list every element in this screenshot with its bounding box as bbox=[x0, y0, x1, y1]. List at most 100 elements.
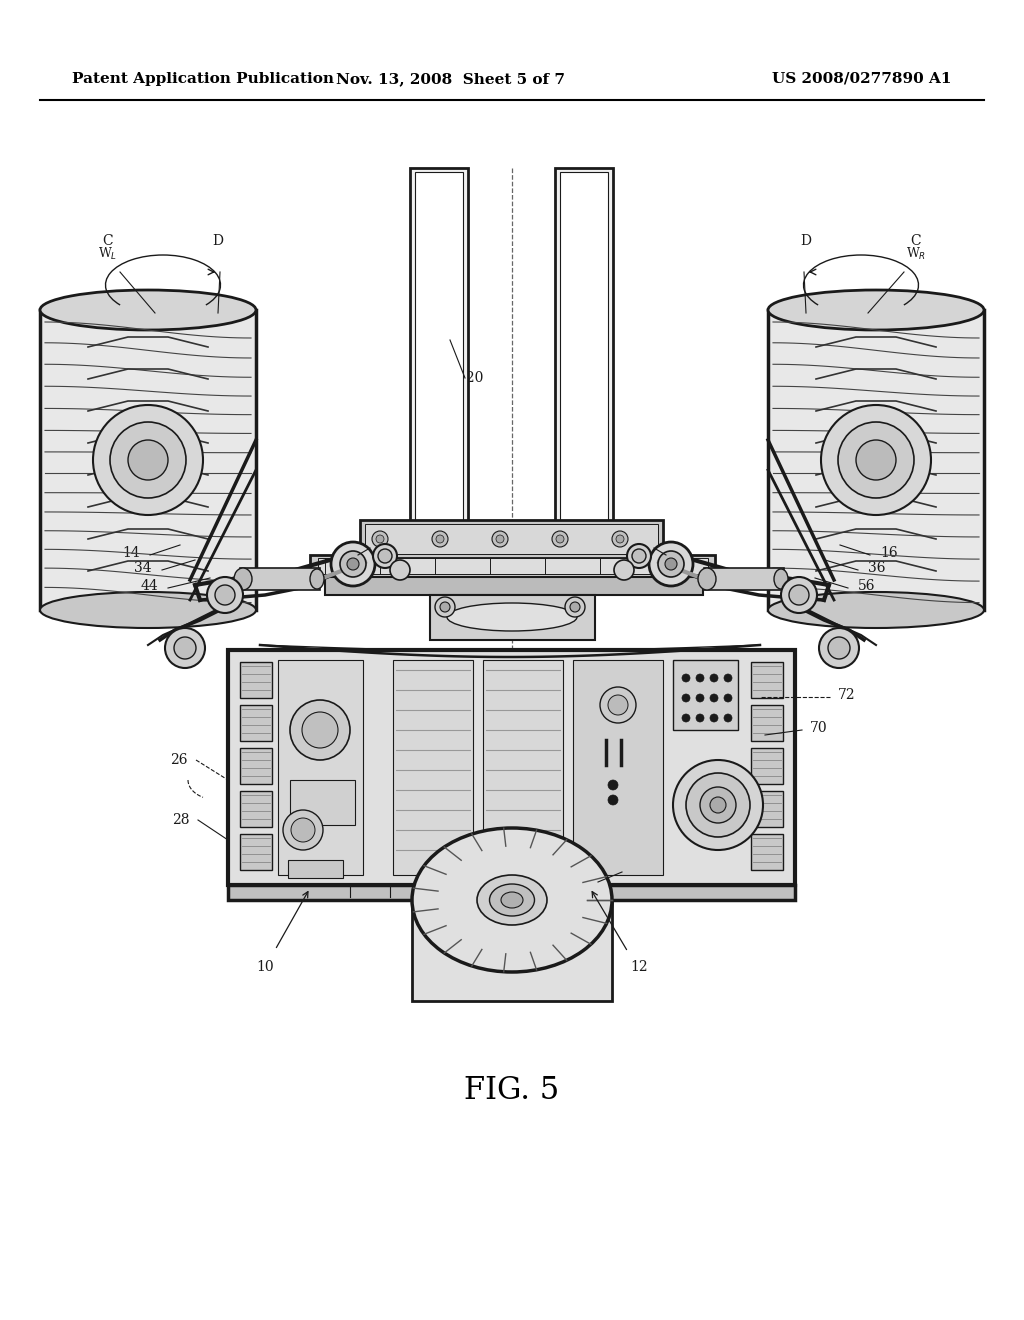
Circle shape bbox=[373, 544, 397, 568]
Ellipse shape bbox=[447, 603, 577, 631]
Bar bbox=[751, 705, 783, 741]
Circle shape bbox=[435, 597, 455, 616]
Bar bbox=[40, 310, 256, 610]
Bar bbox=[325, 577, 703, 595]
Circle shape bbox=[372, 531, 388, 546]
Text: 62: 62 bbox=[627, 539, 644, 553]
Circle shape bbox=[165, 628, 205, 668]
Circle shape bbox=[710, 675, 718, 682]
Text: 72: 72 bbox=[838, 688, 856, 702]
Circle shape bbox=[436, 535, 444, 543]
Text: 36: 36 bbox=[868, 561, 886, 576]
Circle shape bbox=[696, 694, 705, 702]
Circle shape bbox=[838, 422, 914, 498]
Text: D: D bbox=[801, 234, 811, 248]
Text: 70: 70 bbox=[810, 721, 827, 735]
Bar bbox=[751, 663, 783, 698]
Bar bbox=[412, 899, 612, 1001]
Bar bbox=[240, 568, 319, 590]
Circle shape bbox=[556, 535, 564, 543]
Circle shape bbox=[496, 535, 504, 543]
Circle shape bbox=[608, 795, 618, 805]
Bar bbox=[365, 524, 658, 554]
Text: 44: 44 bbox=[140, 579, 158, 593]
Circle shape bbox=[781, 577, 817, 612]
Circle shape bbox=[93, 405, 203, 515]
Text: 32: 32 bbox=[628, 863, 645, 876]
Circle shape bbox=[686, 774, 750, 837]
Bar bbox=[278, 660, 362, 875]
Text: C: C bbox=[910, 234, 922, 248]
Ellipse shape bbox=[768, 591, 984, 628]
Bar bbox=[573, 660, 663, 875]
Circle shape bbox=[856, 440, 896, 480]
Bar bbox=[240, 663, 272, 698]
Circle shape bbox=[724, 675, 732, 682]
Bar bbox=[240, 834, 272, 870]
Text: US 2008/0277890 A1: US 2008/0277890 A1 bbox=[772, 73, 952, 86]
Ellipse shape bbox=[774, 569, 788, 589]
Circle shape bbox=[207, 577, 243, 612]
Bar bbox=[483, 660, 563, 875]
Circle shape bbox=[552, 531, 568, 546]
Circle shape bbox=[283, 810, 323, 850]
Bar bbox=[673, 660, 738, 730]
Circle shape bbox=[565, 597, 585, 616]
Bar bbox=[360, 520, 663, 558]
Circle shape bbox=[291, 818, 315, 842]
Circle shape bbox=[390, 560, 410, 579]
Bar bbox=[310, 554, 715, 577]
Circle shape bbox=[724, 714, 732, 722]
Text: D: D bbox=[213, 234, 223, 248]
Circle shape bbox=[790, 585, 809, 605]
Ellipse shape bbox=[40, 290, 256, 330]
Bar bbox=[228, 649, 795, 884]
Circle shape bbox=[376, 535, 384, 543]
Bar bbox=[240, 748, 272, 784]
Circle shape bbox=[215, 585, 234, 605]
Circle shape bbox=[682, 694, 690, 702]
Ellipse shape bbox=[489, 884, 535, 916]
Bar bbox=[410, 168, 468, 558]
Ellipse shape bbox=[477, 875, 547, 925]
Circle shape bbox=[710, 694, 718, 702]
Circle shape bbox=[340, 550, 366, 577]
Circle shape bbox=[616, 535, 624, 543]
Circle shape bbox=[614, 560, 634, 579]
Circle shape bbox=[302, 711, 338, 748]
Circle shape bbox=[658, 550, 684, 577]
Ellipse shape bbox=[234, 568, 252, 590]
Bar bbox=[430, 595, 595, 640]
Circle shape bbox=[600, 686, 636, 723]
Circle shape bbox=[378, 549, 392, 564]
Text: W$_R$: W$_R$ bbox=[906, 246, 926, 261]
Text: FIG. 5: FIG. 5 bbox=[464, 1074, 560, 1106]
Bar bbox=[751, 834, 783, 870]
Text: —20: —20 bbox=[452, 371, 483, 385]
Circle shape bbox=[724, 694, 732, 702]
Text: 34: 34 bbox=[134, 561, 152, 576]
Circle shape bbox=[821, 405, 931, 515]
Text: 10: 10 bbox=[256, 960, 273, 974]
Circle shape bbox=[696, 714, 705, 722]
Circle shape bbox=[290, 700, 350, 760]
Bar bbox=[290, 780, 355, 825]
Circle shape bbox=[673, 760, 763, 850]
Bar bbox=[751, 791, 783, 828]
Circle shape bbox=[710, 714, 718, 722]
Circle shape bbox=[682, 714, 690, 722]
Circle shape bbox=[632, 549, 646, 564]
Circle shape bbox=[828, 638, 850, 659]
Circle shape bbox=[347, 558, 359, 570]
Circle shape bbox=[608, 780, 618, 789]
Text: 28: 28 bbox=[172, 813, 190, 828]
Circle shape bbox=[700, 787, 736, 822]
Text: Patent Application Publication: Patent Application Publication bbox=[72, 73, 334, 86]
Bar bbox=[415, 172, 463, 554]
Bar bbox=[228, 884, 795, 900]
Circle shape bbox=[432, 531, 449, 546]
Text: 26: 26 bbox=[171, 752, 188, 767]
Text: 12: 12 bbox=[630, 960, 647, 974]
Bar bbox=[318, 558, 708, 574]
Bar bbox=[560, 172, 608, 554]
